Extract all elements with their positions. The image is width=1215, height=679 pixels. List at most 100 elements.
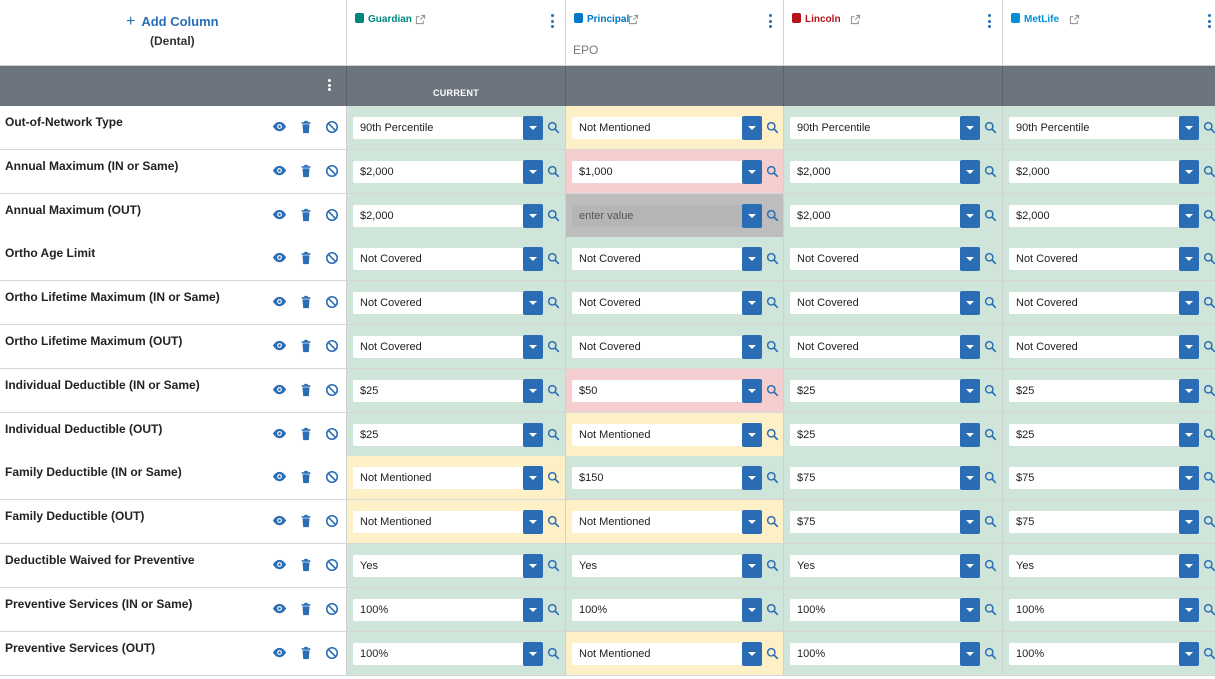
search-button[interactable] bbox=[766, 515, 780, 529]
dropdown-toggle[interactable] bbox=[1179, 203, 1199, 228]
value-select[interactable]: Not Covered bbox=[790, 290, 980, 315]
value-select[interactable]: Not Covered bbox=[790, 334, 980, 359]
dropdown-toggle[interactable] bbox=[1179, 246, 1199, 271]
value-select[interactable]: 100% bbox=[1009, 597, 1199, 622]
external-link-icon[interactable] bbox=[850, 12, 862, 25]
hide-button[interactable] bbox=[324, 250, 339, 265]
view-button[interactable] bbox=[272, 557, 287, 572]
value-select[interactable]: $2,000 bbox=[790, 159, 980, 184]
dropdown-toggle[interactable] bbox=[960, 334, 980, 359]
search-button[interactable] bbox=[766, 340, 780, 354]
search-button[interactable] bbox=[547, 165, 561, 179]
carrier-menu-kebab-icon[interactable] bbox=[988, 14, 992, 28]
dropdown-toggle[interactable] bbox=[1179, 159, 1199, 184]
dropdown-toggle[interactable] bbox=[960, 246, 980, 271]
search-button[interactable] bbox=[547, 121, 561, 135]
hide-button[interactable] bbox=[324, 163, 339, 178]
value-select[interactable]: Not Covered bbox=[572, 290, 762, 315]
value-select[interactable]: Not Covered bbox=[572, 334, 762, 359]
view-button[interactable] bbox=[272, 382, 287, 397]
hide-button[interactable] bbox=[324, 207, 339, 222]
value-select[interactable]: Yes bbox=[790, 553, 980, 578]
view-button[interactable] bbox=[272, 513, 287, 528]
search-button[interactable] bbox=[1203, 603, 1215, 617]
dropdown-toggle[interactable] bbox=[742, 246, 762, 271]
dropdown-toggle[interactable] bbox=[523, 597, 543, 622]
dropdown-toggle[interactable] bbox=[1179, 115, 1199, 140]
value-select[interactable]: 100% bbox=[790, 597, 980, 622]
dropdown-toggle[interactable] bbox=[523, 509, 543, 534]
dropdown-toggle[interactable] bbox=[742, 641, 762, 666]
search-button[interactable] bbox=[766, 647, 780, 661]
delete-button[interactable] bbox=[298, 163, 313, 178]
dropdown-toggle[interactable] bbox=[1179, 509, 1199, 534]
value-select[interactable]: Not Covered bbox=[353, 334, 543, 359]
hide-button[interactable] bbox=[324, 557, 339, 572]
search-button[interactable] bbox=[984, 428, 998, 442]
delete-button[interactable] bbox=[298, 513, 313, 528]
dropdown-toggle[interactable] bbox=[960, 422, 980, 447]
dropdown-toggle[interactable] bbox=[1179, 422, 1199, 447]
search-button[interactable] bbox=[1203, 559, 1215, 573]
dropdown-toggle[interactable] bbox=[960, 290, 980, 315]
search-button[interactable] bbox=[766, 603, 780, 617]
hide-button[interactable] bbox=[324, 469, 339, 484]
dropdown-toggle[interactable] bbox=[960, 509, 980, 534]
hide-button[interactable] bbox=[324, 426, 339, 441]
value-select[interactable]: $2,000 bbox=[353, 159, 543, 184]
value-select[interactable]: 90th Percentile bbox=[353, 115, 543, 140]
dropdown-toggle[interactable] bbox=[742, 597, 762, 622]
dropdown-toggle[interactable] bbox=[742, 465, 762, 490]
dropdown-toggle[interactable] bbox=[1179, 334, 1199, 359]
dropdown-toggle[interactable] bbox=[742, 334, 762, 359]
value-select[interactable]: $150 bbox=[572, 465, 762, 490]
search-button[interactable] bbox=[547, 515, 561, 529]
delete-button[interactable] bbox=[298, 250, 313, 265]
dropdown-toggle[interactable] bbox=[742, 203, 762, 228]
view-button[interactable] bbox=[272, 207, 287, 222]
value-select[interactable]: $2,000 bbox=[353, 203, 543, 228]
add-column-button[interactable]: + Add Column bbox=[126, 13, 219, 29]
value-select[interactable]: Not Covered bbox=[353, 290, 543, 315]
search-button[interactable] bbox=[547, 384, 561, 398]
search-button[interactable] bbox=[1203, 165, 1215, 179]
value-select[interactable]: 100% bbox=[1009, 641, 1199, 666]
hide-button[interactable] bbox=[324, 645, 339, 660]
carrier-logo[interactable]: Lincoln bbox=[792, 12, 841, 27]
value-select[interactable]: Not Mentioned bbox=[572, 641, 762, 666]
value-select[interactable]: 90th Percentile bbox=[1009, 115, 1199, 140]
delete-button[interactable] bbox=[298, 469, 313, 484]
dropdown-toggle[interactable] bbox=[960, 378, 980, 403]
search-button[interactable] bbox=[1203, 340, 1215, 354]
delete-button[interactable] bbox=[298, 645, 313, 660]
search-button[interactable] bbox=[766, 559, 780, 573]
dropdown-toggle[interactable] bbox=[742, 509, 762, 534]
carrier-logo[interactable]: MetLife bbox=[1011, 12, 1059, 27]
carrier-menu-kebab-icon[interactable] bbox=[551, 14, 555, 28]
value-select[interactable]: $25 bbox=[1009, 378, 1199, 403]
dropdown-toggle[interactable] bbox=[742, 115, 762, 140]
search-button[interactable] bbox=[984, 252, 998, 266]
dropdown-toggle[interactable] bbox=[960, 465, 980, 490]
value-select[interactable]: Not Mentioned bbox=[353, 465, 543, 490]
view-button[interactable] bbox=[272, 645, 287, 660]
dropdown-toggle[interactable] bbox=[742, 422, 762, 447]
delete-button[interactable] bbox=[298, 294, 313, 309]
value-select[interactable]: $50 bbox=[572, 378, 762, 403]
view-button[interactable] bbox=[272, 338, 287, 353]
search-button[interactable] bbox=[1203, 384, 1215, 398]
dropdown-toggle[interactable] bbox=[742, 378, 762, 403]
dropdown-toggle[interactable] bbox=[742, 159, 762, 184]
value-select[interactable]: Not Covered bbox=[1009, 290, 1199, 315]
search-button[interactable] bbox=[547, 559, 561, 573]
value-select[interactable]: $25 bbox=[790, 422, 980, 447]
view-button[interactable] bbox=[272, 294, 287, 309]
delete-button[interactable] bbox=[298, 207, 313, 222]
value-select[interactable]: Not Covered bbox=[1009, 246, 1199, 271]
value-select[interactable]: Not Covered bbox=[353, 246, 543, 271]
search-button[interactable] bbox=[547, 252, 561, 266]
search-button[interactable] bbox=[984, 209, 998, 223]
search-button[interactable] bbox=[1203, 252, 1215, 266]
view-button[interactable] bbox=[272, 426, 287, 441]
view-button[interactable] bbox=[272, 469, 287, 484]
